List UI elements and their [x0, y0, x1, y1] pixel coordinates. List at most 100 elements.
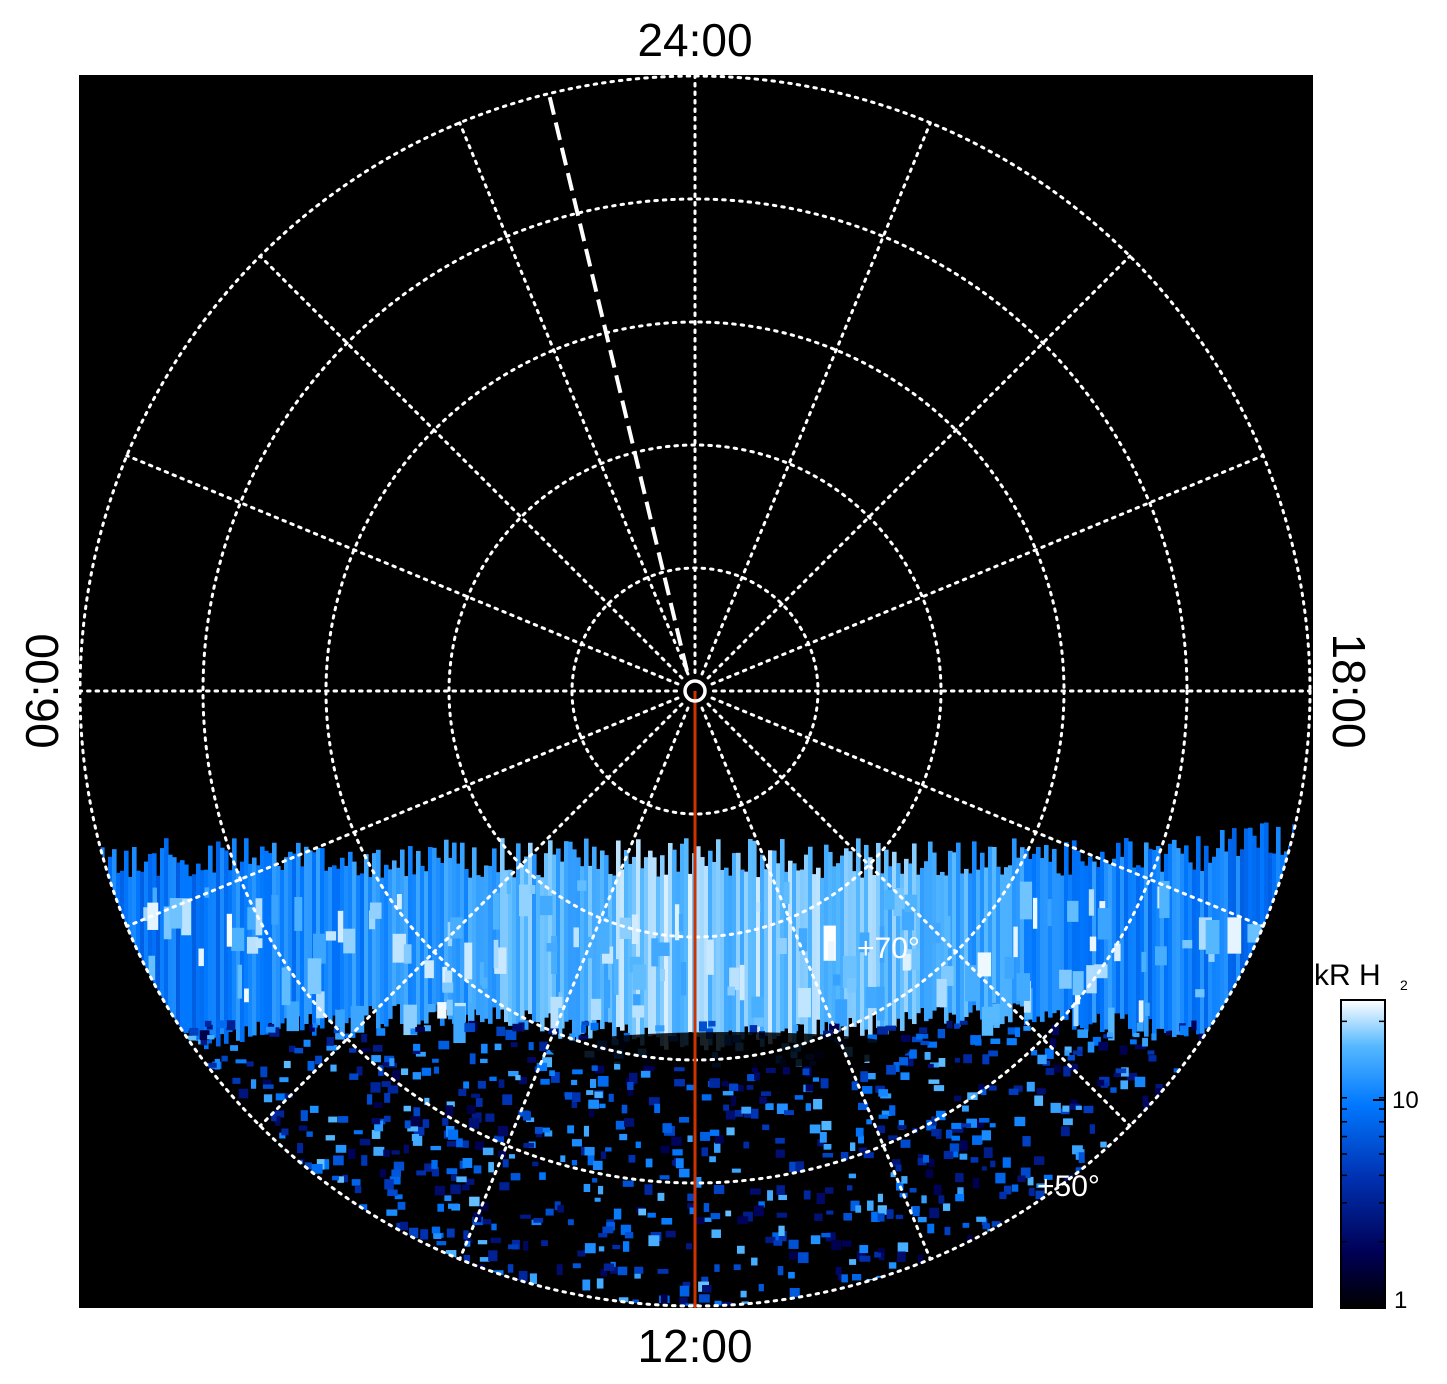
oval-strip	[1240, 849, 1245, 1037]
oval-bright-spot	[464, 942, 473, 980]
noise-pixel	[700, 1131, 711, 1141]
noise-pixel	[686, 1084, 694, 1091]
noise-pixel	[608, 1093, 614, 1102]
noise-pixel	[588, 1099, 599, 1109]
oval-strip	[1132, 867, 1137, 1037]
noise-pixel	[1166, 1031, 1172, 1036]
noise-pixel	[886, 1209, 894, 1219]
lt-label-left: 06:00	[16, 633, 68, 748]
noise-pixel	[1014, 1116, 1026, 1127]
oval-bright-spot	[1086, 965, 1097, 994]
noise-pixel	[635, 1141, 641, 1149]
noise-pixel	[1045, 1067, 1055, 1076]
noise-pixel	[671, 1136, 682, 1146]
oval-strip	[196, 863, 201, 1042]
noise-pixel	[1147, 1050, 1155, 1055]
oval-strip	[720, 869, 725, 1048]
noise-pixel	[587, 1155, 595, 1166]
oval-strip	[520, 864, 525, 1022]
noise-pixel	[387, 1189, 398, 1197]
noise-pixel	[610, 1266, 620, 1274]
oval-strip	[1164, 853, 1169, 1034]
oval-bright-spot	[847, 978, 856, 993]
oval-bright-spot	[442, 966, 448, 992]
noise-pixel	[628, 1154, 636, 1163]
oval-strip	[1156, 845, 1161, 1029]
noise-pixel	[916, 1033, 923, 1040]
noise-pixel	[416, 1170, 427, 1176]
noise-pixel	[860, 1071, 869, 1083]
noise-pixel	[962, 1222, 970, 1228]
oval-strip	[472, 847, 477, 1010]
noise-pixel	[312, 1023, 318, 1028]
oval-strip	[884, 849, 889, 1035]
noise-pixel	[444, 1195, 452, 1202]
oval-strip	[1036, 846, 1041, 1017]
noise-pixel	[1031, 1050, 1038, 1056]
oval-strip	[796, 870, 801, 1025]
noise-pixel	[877, 1248, 885, 1253]
meridian-line	[258, 702, 684, 1128]
noise-pixel	[687, 1193, 695, 1201]
oval-bright-spot	[902, 953, 911, 971]
noise-pixel	[813, 1098, 823, 1110]
oval-bright-spot	[493, 939, 499, 969]
oval-bright-spot	[651, 938, 659, 967]
noise-pixel	[1064, 1307, 1071, 1314]
noise-pixel	[629, 1072, 638, 1084]
oval-strip	[644, 857, 649, 1028]
noise-pixel	[750, 1108, 759, 1119]
noise-pixel	[788, 1239, 799, 1249]
noise-pixel	[235, 1059, 247, 1064]
oval-bright-spot	[181, 898, 192, 936]
noise-pixel	[723, 1104, 730, 1111]
noise-pixel	[469, 1053, 476, 1065]
oval-bright-spot	[835, 999, 848, 1027]
noise-pixel	[413, 1107, 421, 1118]
noise-pixel	[1022, 1136, 1031, 1147]
lat-label-70: +70°	[857, 932, 920, 965]
noise-pixel	[794, 1095, 804, 1100]
noise-pixel	[598, 1233, 608, 1238]
noise-pixel	[819, 1132, 827, 1143]
noise-pixel	[1143, 1101, 1152, 1111]
noise-pixel	[960, 1140, 968, 1151]
noise-pixel	[912, 1205, 920, 1217]
oval-strip	[988, 846, 993, 1019]
noise-pixel	[643, 1062, 655, 1072]
noise-pixel	[391, 1150, 400, 1155]
noise-pixel	[897, 1125, 907, 1130]
noise-pixel	[298, 1125, 308, 1131]
noise-pixel	[970, 1035, 982, 1045]
noise-pixel	[789, 1251, 798, 1260]
lt-label-top: 24:00	[637, 14, 752, 66]
meridian-line	[458, 706, 690, 1261]
oval-strip	[808, 846, 813, 1042]
oval-bright-spot	[231, 927, 245, 952]
noise-pixel	[498, 1150, 507, 1158]
overlay-layer	[546, 89, 707, 1308]
oval-strip	[920, 867, 925, 1009]
noise-pixel	[567, 1219, 574, 1226]
oval-bright-spot	[755, 902, 761, 912]
noise-pixel	[966, 1118, 977, 1128]
noise-pixel	[571, 1139, 582, 1147]
noise-pixel	[741, 1301, 749, 1306]
oval-strip	[912, 843, 917, 1025]
noise-pixel	[876, 1125, 886, 1134]
noise-pixel	[698, 1021, 707, 1032]
noise-pixel	[1053, 1064, 1061, 1073]
noise-pixel	[438, 1040, 450, 1050]
noise-pixel	[534, 1126, 543, 1134]
noise-pixel	[433, 1233, 442, 1240]
oval-strip	[216, 841, 221, 1047]
noise-pixel	[648, 1235, 660, 1247]
oval-strip	[632, 856, 637, 1040]
noise-pixel	[672, 1149, 683, 1156]
oval-bright-spot	[573, 927, 580, 948]
noise-pixel	[1043, 1174, 1053, 1180]
oval-strip	[1180, 853, 1185, 1029]
noise-pixel	[505, 1029, 517, 1040]
oval-strip	[392, 860, 397, 1006]
oval-strip	[1040, 858, 1045, 1022]
